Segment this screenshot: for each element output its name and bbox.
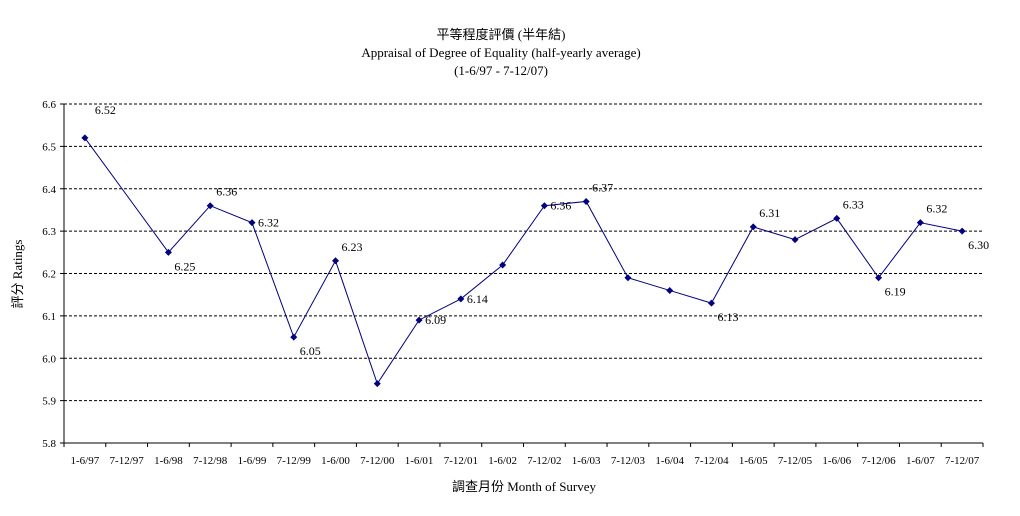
data-point: [540, 202, 548, 210]
x-tick-label: 7-12/01: [444, 455, 478, 467]
data-label: 6.30: [968, 238, 989, 252]
x-tick-label: 1-6/06: [822, 455, 851, 467]
series-group: [81, 134, 966, 388]
data-point: [499, 261, 507, 269]
y-tick-label: 6.3: [42, 226, 56, 238]
axes: [60, 103, 984, 447]
x-tick-label: 7-12/99: [277, 455, 312, 467]
x-tick-label: 7-12/98: [193, 455, 228, 467]
x-tick-label: 7-12/04: [694, 455, 729, 467]
data-label: 6.05: [300, 344, 321, 358]
y-tick-label: 6.2: [42, 269, 56, 281]
data-label: 6.32: [926, 202, 947, 216]
data-point: [749, 223, 757, 231]
data-label: 6.37: [592, 180, 613, 194]
data-label: 6.36: [216, 185, 237, 199]
data-label: 6.14: [467, 292, 488, 306]
data-point: [415, 316, 423, 324]
data-point: [373, 380, 381, 388]
data-label: 6.13: [717, 310, 738, 324]
data-point: [707, 299, 715, 307]
data-point: [582, 197, 590, 205]
x-tick-label: 7-12/00: [360, 455, 395, 467]
x-tick-label: 7-12/06: [861, 455, 896, 467]
x-tick-labels: 1-6/97 7-12/97 1-6/98 7-12/98 1-6/99 7-12/99 1…: [71, 455, 980, 467]
data-label: 6.23: [342, 240, 363, 254]
series-line: [84, 137, 963, 385]
x-tick-label: 7-12/97: [110, 455, 145, 467]
x-tick-label: 1-6/02: [488, 455, 517, 467]
y-tick-label: 5.8: [42, 438, 56, 450]
x-axis-label: 調查月份 Month of Survey: [452, 479, 597, 494]
x-tick-label: 7-12/05: [778, 455, 813, 467]
data-label: 6.32: [258, 216, 279, 230]
data-point: [81, 134, 89, 142]
data-label: 6.09: [425, 313, 446, 327]
chart-period: (1-6/97 - 7-12/07): [454, 63, 548, 78]
y-tick-labels: 5.8 5.9 6.0 6.1 6.2 6.3 6.4 6.5 6.6: [42, 99, 56, 450]
x-tick-label: 1-6/04: [655, 455, 684, 467]
data-labels: 6.52 6.25 6.36 6.32 6.05 6.23 6.09 6.14 6.36 6.37…: [95, 103, 989, 358]
data-point: [206, 202, 214, 210]
data-point: [457, 295, 465, 303]
data-label: 6.33: [843, 197, 864, 211]
data-point: [916, 219, 924, 227]
data-point: [958, 227, 966, 235]
data-point: [666, 286, 674, 294]
x-tick-label: 7-12/07: [945, 455, 980, 467]
data-label: 6.25: [174, 259, 195, 273]
data-point: [791, 236, 799, 244]
x-tick-label: 1-6/07: [906, 455, 935, 467]
data-label: 6.52: [95, 103, 116, 117]
data-label: 6.36: [550, 199, 571, 213]
y-tick-label: 6.4: [42, 184, 56, 196]
chart-subtitle: Appraisal of Degree of Equality (half-ye…: [361, 45, 640, 60]
x-tick-label: 1-6/97: [71, 455, 100, 467]
data-point: [875, 274, 883, 282]
data-label: 6.19: [885, 285, 906, 299]
x-tick-label: 1-6/98: [154, 455, 183, 467]
chart-title: 平等程度評價 (半年結): [437, 27, 566, 42]
x-tick-label: 1-6/01: [405, 455, 434, 467]
data-point: [164, 248, 172, 256]
data-point: [833, 214, 841, 222]
data-point: [248, 219, 256, 227]
gridlines: [64, 103, 983, 402]
x-tick-label: 1-6/03: [572, 455, 601, 467]
y-tick-label: 6.0: [42, 353, 56, 365]
y-tick-label: 6.1: [42, 311, 56, 323]
x-tick-label: 7-12/03: [611, 455, 646, 467]
x-tick-label: 7-12/02: [527, 455, 561, 467]
data-point: [332, 257, 340, 265]
y-tick-label: 5.9: [42, 396, 56, 408]
x-tick-label: 1-6/99: [238, 455, 267, 467]
data-label: 6.31: [759, 206, 780, 220]
y-tick-label: 6.6: [42, 99, 56, 111]
data-point: [624, 274, 632, 282]
x-tick-label: 1-6/00: [321, 455, 350, 467]
x-tick-label: 1-6/05: [739, 455, 768, 467]
y-tick-label: 6.5: [42, 141, 56, 153]
data-point: [290, 333, 298, 341]
y-axis-label: 評分 Ratings: [10, 240, 25, 309]
